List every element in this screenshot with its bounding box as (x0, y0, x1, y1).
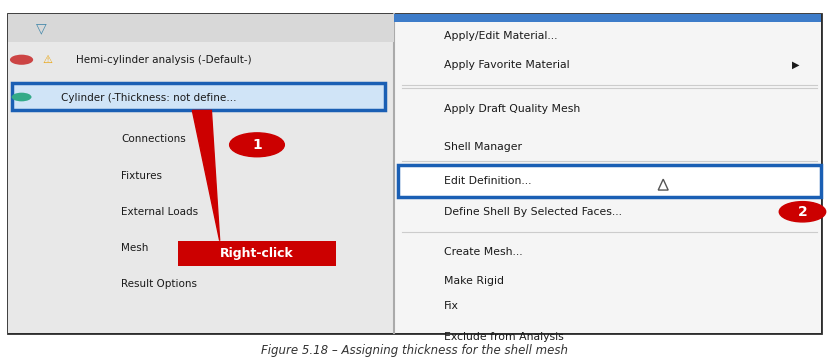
Text: Exclude from Analysis: Exclude from Analysis (443, 332, 562, 342)
FancyBboxPatch shape (178, 241, 335, 266)
FancyBboxPatch shape (8, 14, 820, 333)
Text: 2: 2 (797, 205, 806, 219)
Text: External Loads: External Loads (121, 207, 198, 217)
Text: Fixtures: Fixtures (121, 171, 161, 181)
Text: Hemi-cylinder analysis (-Default-): Hemi-cylinder analysis (-Default-) (76, 55, 252, 65)
Text: Connections: Connections (121, 134, 185, 144)
FancyBboxPatch shape (12, 83, 385, 110)
Text: Fix: Fix (443, 301, 458, 311)
Text: Apply Draft Quality Mesh: Apply Draft Quality Mesh (443, 104, 579, 114)
Text: Figure 5.18 – Assigning thickness for the shell mesh: Figure 5.18 – Assigning thickness for th… (261, 344, 567, 357)
Text: ▶: ▶ (791, 60, 799, 70)
Text: Apply/Edit Material...: Apply/Edit Material... (443, 31, 556, 41)
Text: Shell Manager: Shell Manager (443, 142, 521, 152)
Polygon shape (192, 110, 219, 241)
Text: Edit Definition...: Edit Definition... (443, 176, 531, 186)
Text: Define Shell By Selected Faces...: Define Shell By Selected Faces... (443, 207, 621, 217)
Circle shape (10, 55, 33, 65)
Text: Mesh: Mesh (121, 243, 148, 253)
Circle shape (229, 133, 284, 157)
Text: ▽: ▽ (36, 21, 46, 35)
Text: ⚠: ⚠ (42, 55, 52, 65)
FancyBboxPatch shape (393, 14, 820, 333)
Text: Create Mesh...: Create Mesh... (443, 247, 522, 257)
Text: Make Rigid: Make Rigid (443, 275, 503, 286)
Circle shape (778, 202, 825, 222)
Text: Result Options: Result Options (121, 279, 197, 289)
FancyBboxPatch shape (8, 14, 393, 333)
Polygon shape (657, 179, 667, 190)
FancyBboxPatch shape (397, 165, 820, 197)
FancyBboxPatch shape (393, 14, 820, 22)
Text: Right-click: Right-click (220, 247, 293, 260)
Circle shape (12, 93, 31, 101)
FancyBboxPatch shape (8, 14, 393, 42)
Text: Cylinder (-Thickness: not define…: Cylinder (-Thickness: not define… (61, 93, 237, 103)
Text: 1: 1 (252, 138, 262, 152)
Text: Apply Favorite Material: Apply Favorite Material (443, 60, 569, 70)
